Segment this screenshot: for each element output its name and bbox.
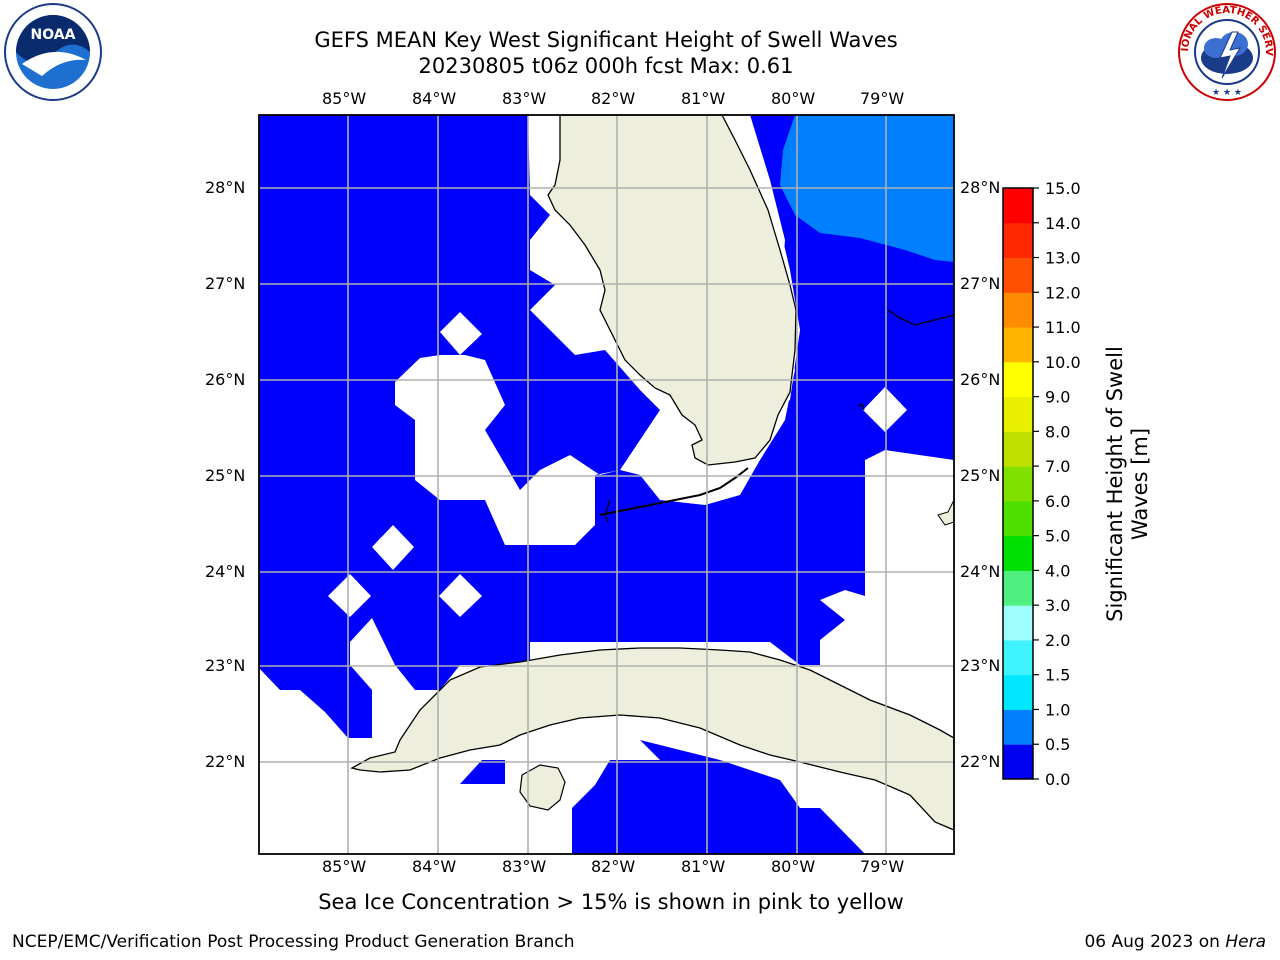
lat-label-right: 25°N: [960, 466, 1001, 485]
colorbar-segment: [1003, 674, 1033, 710]
lon-label-top: 84°W: [412, 89, 457, 108]
colorbar-tick-label: 7.0: [1045, 457, 1070, 476]
footer-date-text: 06 Aug 2023 on: [1084, 932, 1226, 952]
colorbar-tick-label: 9.0: [1045, 388, 1070, 407]
colorbar-tick-label: 2.0: [1045, 631, 1070, 650]
lat-label-right: 28°N: [960, 178, 1001, 197]
colorbar-tick-label: 0.0: [1045, 770, 1070, 789]
lon-label-top: 85°W: [322, 89, 367, 108]
colorbar-tick-label: 8.0: [1045, 422, 1070, 441]
lon-label-bottom: 79°W: [860, 857, 905, 876]
noaa-logo: NOAA: [4, 3, 102, 101]
bahamas-land: [937, 499, 954, 526]
colorbar-tick-label: 1.0: [1045, 700, 1070, 719]
colorbar-segment: [1003, 570, 1033, 606]
colorbar-label-line1: Significant Height of Swell: [1103, 346, 1127, 622]
lat-label-right: 26°N: [960, 370, 1001, 389]
colorbar-tick-label: 5.0: [1045, 527, 1070, 546]
nws-logo: NATIONAL WEATHER SERVICE ★ ★ ★: [1176, 2, 1276, 101]
colorbar: 0.0 0.5 1.0 1.5 2.0 3.0 4.0 5.0 6.0 7.0 8.0 9.0 10.0…: [1002, 180, 1081, 789]
colorbar-segment: [1003, 222, 1033, 259]
lat-label-left: 28°N: [205, 178, 246, 197]
lon-label-bottom: 80°W: [771, 857, 816, 876]
colorbar-segment: [1003, 744, 1033, 780]
lon-label-bottom: 84°W: [412, 857, 457, 876]
colorbar-segment: [1003, 535, 1033, 571]
map-title: GEFS MEAN Key West Significant Height of…: [314, 28, 898, 52]
lat-label-left: 27°N: [205, 274, 246, 293]
colorbar-segment: [1003, 500, 1033, 537]
footer-date: 06 Aug 2023 on Hera: [1084, 932, 1266, 952]
lat-label-left: 25°N: [205, 466, 246, 485]
colorbar-tick-label: 1.5: [1045, 666, 1070, 685]
footer-credit: NCEP/EMC/Verification Post Processing Pr…: [12, 932, 575, 952]
lon-label-top: 83°W: [502, 89, 547, 108]
colorbar-segment: [1003, 396, 1033, 432]
lat-label-right: 27°N: [960, 274, 1001, 293]
florida-land: [547, 115, 797, 466]
lon-label-bottom: 81°W: [681, 857, 726, 876]
graticule: [259, 115, 954, 854]
lat-label-left: 22°N: [205, 752, 246, 771]
colorbar-tick-label: 14.0: [1045, 214, 1081, 233]
noaa-logo-text: NOAA: [31, 27, 76, 43]
lat-label-left: 26°N: [205, 370, 246, 389]
colorbar-tick-label: 15.0: [1045, 180, 1081, 198]
lat-label-right: 22°N: [960, 752, 1001, 771]
colorbar-segment: [1003, 257, 1033, 293]
colorbar-segment: [1003, 639, 1033, 676]
colorbar-segment: [1003, 327, 1033, 363]
sea-ice-note: Sea Ice Concentration > 15% is shown in …: [318, 890, 904, 914]
colorbar-segment: [1003, 361, 1033, 398]
lon-label-bottom: 83°W: [502, 857, 547, 876]
map-subtitle: 20230805 t06z 000h fcst Max: 0.61: [418, 54, 794, 78]
cuba-land: [350, 647, 954, 831]
lon-label-top: 79°W: [860, 89, 905, 108]
colorbar-segment: [1003, 188, 1033, 224]
lon-label-top: 82°W: [591, 89, 636, 108]
colorbar-tick-label: 0.5: [1045, 735, 1070, 754]
florida-keys: [599, 467, 749, 516]
colorbar-segment: [1003, 431, 1033, 467]
lat-label-right: 24°N: [960, 562, 1001, 581]
colorbar-tick-label: 11.0: [1045, 318, 1081, 337]
lon-label-top: 81°W: [681, 89, 726, 108]
lat-label-left: 23°N: [205, 656, 246, 675]
colorbar-tick-label: 12.0: [1045, 283, 1081, 302]
colorbar-segment: [1003, 605, 1033, 641]
lat-label-right: 23°N: [960, 656, 1001, 675]
colorbar-tick-label: 13.0: [1045, 249, 1081, 268]
lon-label-bottom: 82°W: [591, 857, 636, 876]
colorbar-segment: [1003, 292, 1033, 328]
svg-text:★ ★ ★: ★ ★ ★: [1212, 88, 1242, 98]
map-frame: [258, 114, 955, 855]
colorbar-segment: [1003, 709, 1033, 745]
colorbar-label: Significant Height of Swell Waves [m]: [1103, 284, 1153, 684]
colorbar-tick-label: 10.0: [1045, 353, 1081, 372]
lon-label-bottom: 85°W: [322, 857, 367, 876]
lat-label-left: 24°N: [205, 562, 246, 581]
colorbar-tick-label: 4.0: [1045, 561, 1070, 580]
colorbar-tick-label: 3.0: [1045, 596, 1070, 615]
colorbar-label-line2: Waves [m]: [1128, 427, 1152, 541]
colorbar-tick-label: 6.0: [1045, 492, 1070, 511]
colorbar-segment: [1003, 466, 1033, 502]
lon-label-top: 80°W: [771, 89, 816, 108]
footer-host: Hera: [1225, 932, 1266, 952]
isla-de-la-juventud: [519, 764, 566, 811]
